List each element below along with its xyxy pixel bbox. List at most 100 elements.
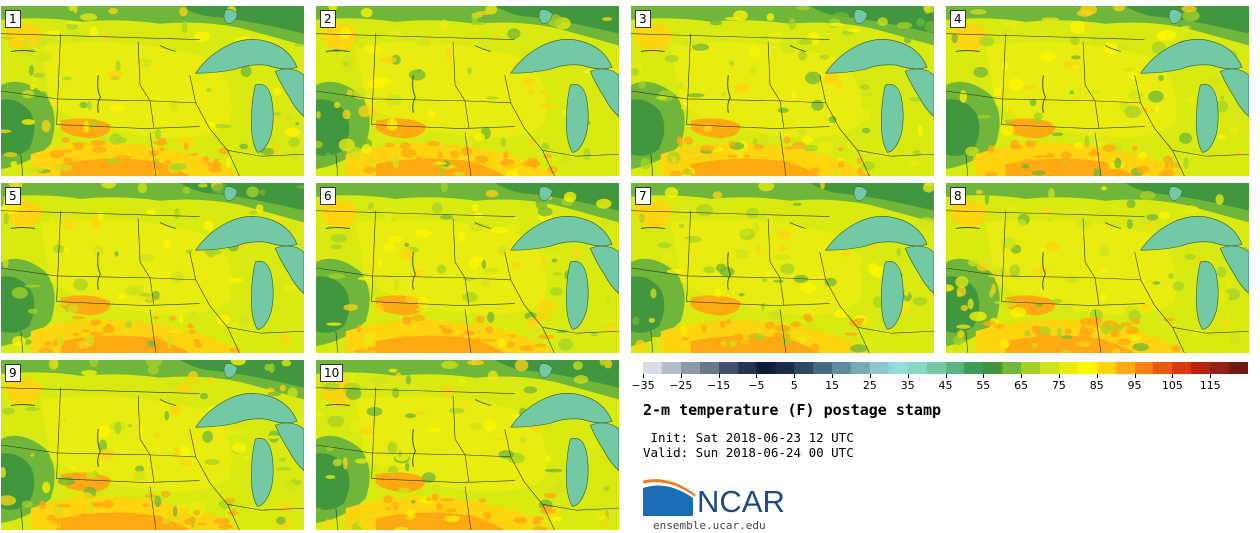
colorbar-swatch [1172, 362, 1192, 374]
colorbar-tick [1096, 374, 1098, 378]
panel-number-label: 4 [950, 10, 966, 28]
colorbar-tick-label: −35 [631, 379, 655, 392]
init-time: Init: Sat 2018-06-23 12 UTC [643, 430, 854, 445]
colorbar-tick-label: 25 [862, 379, 877, 392]
panel-number-label: 7 [635, 187, 651, 205]
colorbar-tick-label: 75 [1051, 379, 1066, 392]
colorbar-swatch [775, 362, 795, 374]
colorbar-swatch [945, 362, 965, 374]
colorbar-swatch [1040, 362, 1059, 374]
colorbar-swatch [737, 362, 757, 374]
colorbar-swatch [794, 362, 814, 374]
colorbar-tick [794, 374, 796, 378]
panel-number-label: 1 [5, 10, 21, 28]
colorbar-tick [983, 374, 985, 378]
colorbar-swatch [1058, 362, 1078, 374]
colorbar-swatch [926, 362, 946, 374]
colorbar-swatch [718, 362, 738, 374]
colorbar-swatch [1021, 362, 1041, 374]
temperature-map [316, 360, 619, 530]
panel-number-label: 3 [635, 10, 651, 28]
panel-number-label: 2 [320, 10, 336, 28]
ensemble-url[interactable]: ensemble.ucar.edu [653, 519, 766, 532]
panel-number-label: 5 [5, 187, 21, 205]
colorbar-swatch [907, 362, 927, 374]
colorbar-swatch [869, 362, 889, 374]
postage-stamp-panel: 2 [315, 5, 620, 177]
colorbar-tick-label: 85 [1089, 379, 1104, 392]
postage-stamp-panel: 5 [0, 182, 305, 354]
temperature-colorbar [643, 362, 1248, 374]
panel-number-label: 6 [320, 187, 336, 205]
postage-stamp-panel: 4 [945, 5, 1250, 177]
panel-number-label: 8 [950, 187, 966, 205]
colorbar-tick [680, 374, 682, 378]
colorbar-swatch [1002, 362, 1022, 374]
postage-stamp-panel: 10 [315, 359, 620, 531]
temperature-map [1, 183, 304, 353]
colorbar-swatch [1077, 362, 1097, 374]
colorbar-swatch [964, 362, 984, 374]
colorbar-tick-label: −5 [748, 379, 765, 392]
colorbar-swatch [813, 362, 833, 374]
ncar-logo-text: NCAR [697, 484, 785, 519]
colorbar-tick-label: 5 [790, 379, 798, 392]
colorbar-tick [907, 374, 909, 378]
colorbar-swatch [756, 362, 776, 374]
ncar-logo [643, 479, 696, 516]
postage-stamp-panel: 8 [945, 182, 1250, 354]
colorbar-swatch [983, 362, 1003, 374]
postage-stamp-panel: 9 [0, 359, 305, 531]
colorbar-tick [832, 374, 834, 378]
temperature-map [946, 6, 1249, 176]
colorbar-tick [1172, 374, 1174, 378]
colorbar-swatch [850, 362, 870, 374]
temperature-map [1, 6, 304, 176]
colorbar-tick [756, 374, 758, 378]
postage-stamp-panel: 1 [0, 5, 305, 177]
colorbar-swatch [1096, 362, 1116, 374]
valid-time: Valid: Sun 2018-06-24 00 UTC [643, 445, 854, 460]
postage-stamp-panel: 3 [630, 5, 935, 177]
colorbar-tick-label: 45 [938, 379, 953, 392]
colorbar-tick-label: −25 [669, 379, 693, 392]
colorbar-swatch [643, 362, 662, 374]
panel-number-label: 10 [320, 364, 344, 382]
colorbar-tick-label: −15 [707, 379, 731, 392]
colorbar-swatch [699, 362, 719, 374]
colorbar-tick-label: 35 [900, 379, 915, 392]
temperature-map [946, 183, 1249, 353]
temperature-map [631, 6, 934, 176]
colorbar-swatch [1191, 362, 1211, 374]
colorbar-tick-label: 115 [1199, 379, 1221, 392]
colorbar-tick [869, 374, 871, 378]
colorbar-swatch [1153, 362, 1173, 374]
colorbar-swatch [680, 362, 700, 374]
colorbar-tick [1134, 374, 1136, 378]
postage-stamp-panel: 7 [630, 182, 935, 354]
temperature-map [631, 183, 934, 353]
colorbar-swatch [832, 362, 851, 374]
colorbar-swatch [888, 362, 908, 374]
colorbar-swatch [1134, 362, 1154, 374]
temperature-map [1, 360, 304, 530]
colorbar-tick [1021, 374, 1023, 378]
colorbar-tick [1210, 374, 1212, 378]
colorbar-tick-label: 55 [976, 379, 991, 392]
colorbar-tick [643, 374, 644, 378]
colorbar-tick [945, 374, 947, 378]
colorbar-swatch [1115, 362, 1135, 374]
postage-stamp-panel: 6 [315, 182, 620, 354]
colorbar-swatch [1229, 362, 1248, 374]
colorbar-tick-label: 65 [1014, 379, 1029, 392]
colorbar-tick [718, 374, 720, 378]
temperature-map [316, 6, 619, 176]
colorbar-tick-labels: −35 −25 −15 −5 5 15 25 35 45 55 65 75 85 95 105 115 [631, 374, 1248, 394]
panel-number-label: 9 [5, 364, 21, 382]
colorbar-tick [1058, 374, 1060, 378]
temperature-map [316, 183, 619, 353]
colorbar-tick-label: 15 [825, 379, 840, 392]
colorbar-swatch [1210, 362, 1230, 374]
chart-title: 2-m temperature (F) postage stamp [643, 401, 942, 419]
colorbar-swatch [661, 362, 681, 374]
